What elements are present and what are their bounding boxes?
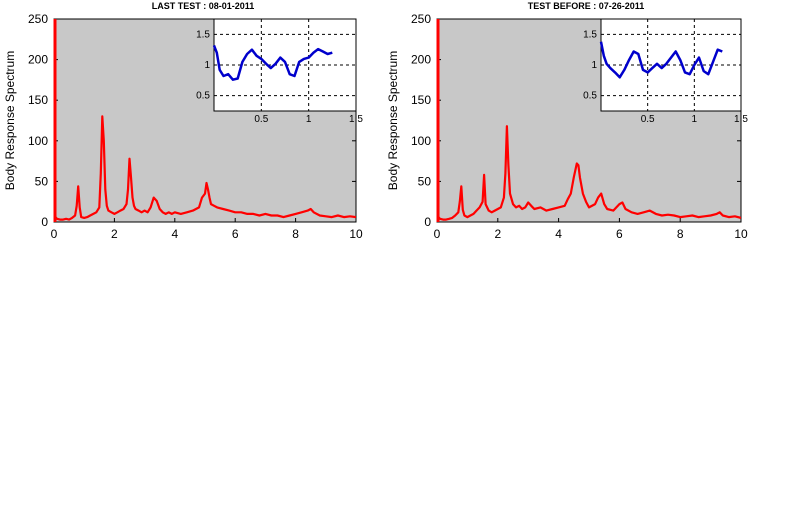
inset-x-tick-label: 1.5	[734, 114, 748, 125]
y-tick-label: 200	[411, 53, 431, 67]
inset-y-tick-label: 1	[591, 60, 597, 71]
inset-y-tick-label: 1.5	[196, 29, 210, 40]
inset-y-tick-label: 1	[204, 60, 210, 71]
y-tick-label: 100	[411, 134, 431, 148]
x-tick-label: 0	[434, 227, 441, 241]
inset-series-line	[599, 41, 723, 79]
y-tick-label: 0	[424, 215, 431, 229]
inset-x-tick-label: 0.5	[254, 114, 268, 125]
x-tick-label: 6	[616, 227, 623, 241]
inset-x-tick-label: 0.5	[641, 114, 655, 125]
inset-x-tick-label: 1	[692, 114, 698, 125]
x-tick-label: 4	[171, 227, 178, 241]
inset-x-tick-label: 1	[306, 114, 312, 125]
y-tick-label: 100	[28, 134, 48, 148]
x-tick-label: 8	[677, 227, 684, 241]
series-line	[437, 19, 741, 221]
chart-title: TEST BEFORE : 07-26-2011	[528, 1, 645, 11]
y-tick-label: 200	[28, 53, 48, 67]
y-tick-label: 150	[28, 93, 48, 107]
inset-series-line	[212, 44, 333, 81]
inset-plot: 0.5 1 1.5 0.5 1 1.5	[196, 18, 363, 125]
series-line	[54, 19, 356, 221]
x-tick-label: 10	[349, 227, 363, 241]
x-tick-label: 0	[51, 227, 58, 241]
chart-title: LAST TEST : 08-01-2011	[152, 1, 255, 11]
x-tick-label: 2	[111, 227, 118, 241]
y-tick-label: 50	[418, 174, 432, 188]
y-tick-label: 250	[411, 12, 431, 26]
y-tick-label: 150	[411, 93, 431, 107]
x-tick-label: 8	[292, 227, 299, 241]
y-axis-label: Body Response Spectrum	[386, 51, 400, 190]
chart-panel-2: TEST BEFORE : 07-26-2011 Body Response Sp…	[386, 1, 748, 241]
x-tick-label: 2	[494, 227, 501, 241]
y-tick-label: 50	[35, 174, 49, 188]
x-tick-label: 10	[734, 227, 748, 241]
inset-y-tick-label: 0.5	[196, 91, 210, 102]
chart-panel-1: LAST TEST : 08-01-2011 Body Response Spec…	[3, 1, 363, 241]
x-tick-label: 6	[232, 227, 239, 241]
inset-x-tick-label: 1.5	[349, 114, 363, 125]
y-tick-label: 0	[41, 215, 48, 229]
inset-plot: 0.5 1 1.5 0.5 1 1.5	[583, 18, 748, 125]
y-axis-label: Body Response Spectrum	[3, 51, 17, 190]
y-tick-label: 250	[28, 12, 48, 26]
inset-y-tick-label: 1.5	[583, 29, 597, 40]
inset-y-tick-label: 0.5	[583, 91, 597, 102]
x-tick-label: 4	[555, 227, 562, 241]
